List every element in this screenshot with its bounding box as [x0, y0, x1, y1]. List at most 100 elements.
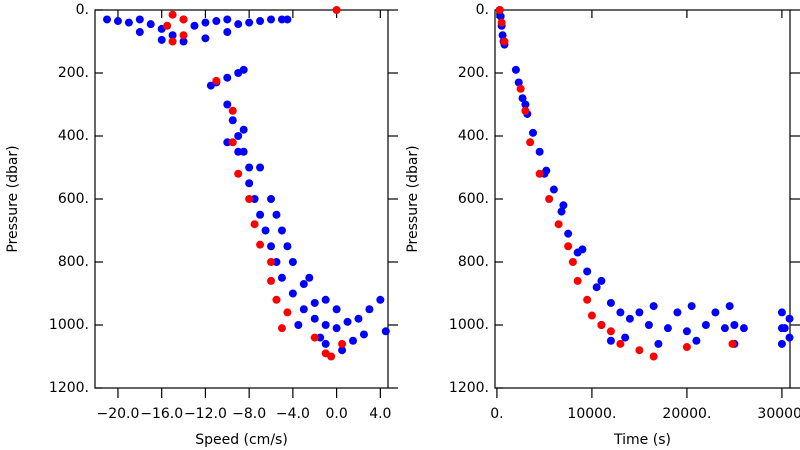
data-point — [283, 308, 292, 317]
data-point — [256, 17, 265, 26]
data-point — [785, 333, 794, 342]
y-tick-label: 800. — [58, 254, 89, 270]
data-point — [179, 15, 188, 24]
x-tick-label: −20.0 — [97, 406, 140, 422]
data-point — [135, 28, 144, 37]
data-point — [663, 324, 672, 333]
data-point — [649, 352, 658, 361]
data-point — [338, 346, 347, 355]
x-tick-label: 10000. — [567, 406, 616, 422]
data-point — [654, 339, 663, 348]
y-tick-label: 600. — [58, 191, 89, 207]
data-point — [545, 195, 554, 203]
data-point — [245, 195, 254, 203]
data-point — [511, 65, 520, 74]
x-tick-label: 0. — [490, 406, 503, 422]
data-point — [168, 31, 177, 40]
x-tick-label: −12.0 — [184, 406, 227, 422]
data-point — [359, 330, 368, 339]
data-point — [267, 258, 276, 266]
x-axis-label: Speed (cm/s) — [195, 432, 288, 448]
data-point — [190, 21, 199, 30]
data-point — [321, 339, 330, 348]
data-point — [500, 37, 509, 46]
data-point — [687, 302, 696, 311]
data-point — [673, 308, 682, 317]
y-tick-label: 0. — [76, 2, 89, 18]
data-point — [277, 324, 286, 333]
x-tick-label: −4.0 — [276, 406, 310, 422]
y-tick-label: 400. — [458, 128, 489, 144]
y-tick-label: 1000. — [49, 317, 89, 333]
data-point — [168, 37, 177, 46]
data-point — [283, 242, 292, 251]
data-point — [179, 31, 188, 40]
data-point — [223, 138, 232, 147]
data-point — [516, 84, 525, 93]
data-point — [616, 339, 625, 348]
data-point — [239, 147, 248, 156]
data-point — [583, 295, 592, 304]
data-point — [597, 276, 606, 285]
data-point — [616, 308, 625, 317]
data-point — [223, 100, 232, 109]
data-point — [245, 18, 254, 27]
y-tick-label: 0. — [476, 2, 489, 18]
data-point — [267, 15, 276, 24]
data-point — [514, 78, 523, 87]
data-point — [644, 321, 653, 329]
data-point — [725, 302, 734, 311]
data-point — [497, 18, 506, 27]
data-point — [299, 280, 308, 289]
data-point — [272, 210, 281, 219]
data-point — [573, 276, 582, 285]
data-point — [327, 352, 336, 361]
x-axis-label: Time (s) — [613, 432, 671, 448]
data-point — [597, 321, 606, 329]
x-tick-label: 4.0 — [369, 406, 391, 422]
y-tick-label: 800. — [458, 254, 489, 270]
data-point — [146, 20, 155, 29]
data-point — [113, 17, 122, 26]
data-point — [201, 18, 210, 27]
data-point — [606, 336, 615, 345]
data-point — [332, 305, 341, 314]
data-point — [163, 21, 172, 30]
data-point — [578, 245, 587, 254]
y-tick-label: 1200. — [449, 380, 489, 396]
data-point — [549, 185, 558, 194]
data-point — [349, 336, 358, 345]
data-point — [135, 15, 144, 24]
data-point — [277, 273, 286, 282]
data-point — [234, 132, 243, 140]
data-point — [354, 314, 363, 323]
data-point — [785, 314, 794, 323]
data-point — [277, 226, 286, 235]
data-point — [250, 220, 259, 229]
data-point — [321, 321, 330, 329]
x-tick-label: 30000. — [757, 406, 800, 422]
data-point — [332, 6, 341, 14]
data-point — [521, 106, 530, 115]
data-point — [365, 305, 374, 314]
data-point — [535, 169, 544, 178]
data-point — [168, 10, 177, 19]
data-point — [272, 295, 281, 304]
x-tick-label: 20000. — [662, 406, 711, 422]
data-point — [212, 17, 221, 26]
data-point — [780, 324, 789, 333]
data-point — [228, 138, 237, 147]
data-point — [583, 267, 592, 276]
data-point — [526, 138, 535, 147]
data-point — [250, 195, 259, 203]
data-point — [201, 34, 210, 43]
data-point — [256, 163, 265, 172]
data-point — [728, 339, 737, 348]
data-point — [305, 273, 314, 282]
data-point — [621, 333, 630, 342]
data-point — [682, 343, 691, 352]
data-point — [179, 37, 188, 46]
data-point — [321, 295, 330, 304]
data-point — [223, 28, 232, 37]
